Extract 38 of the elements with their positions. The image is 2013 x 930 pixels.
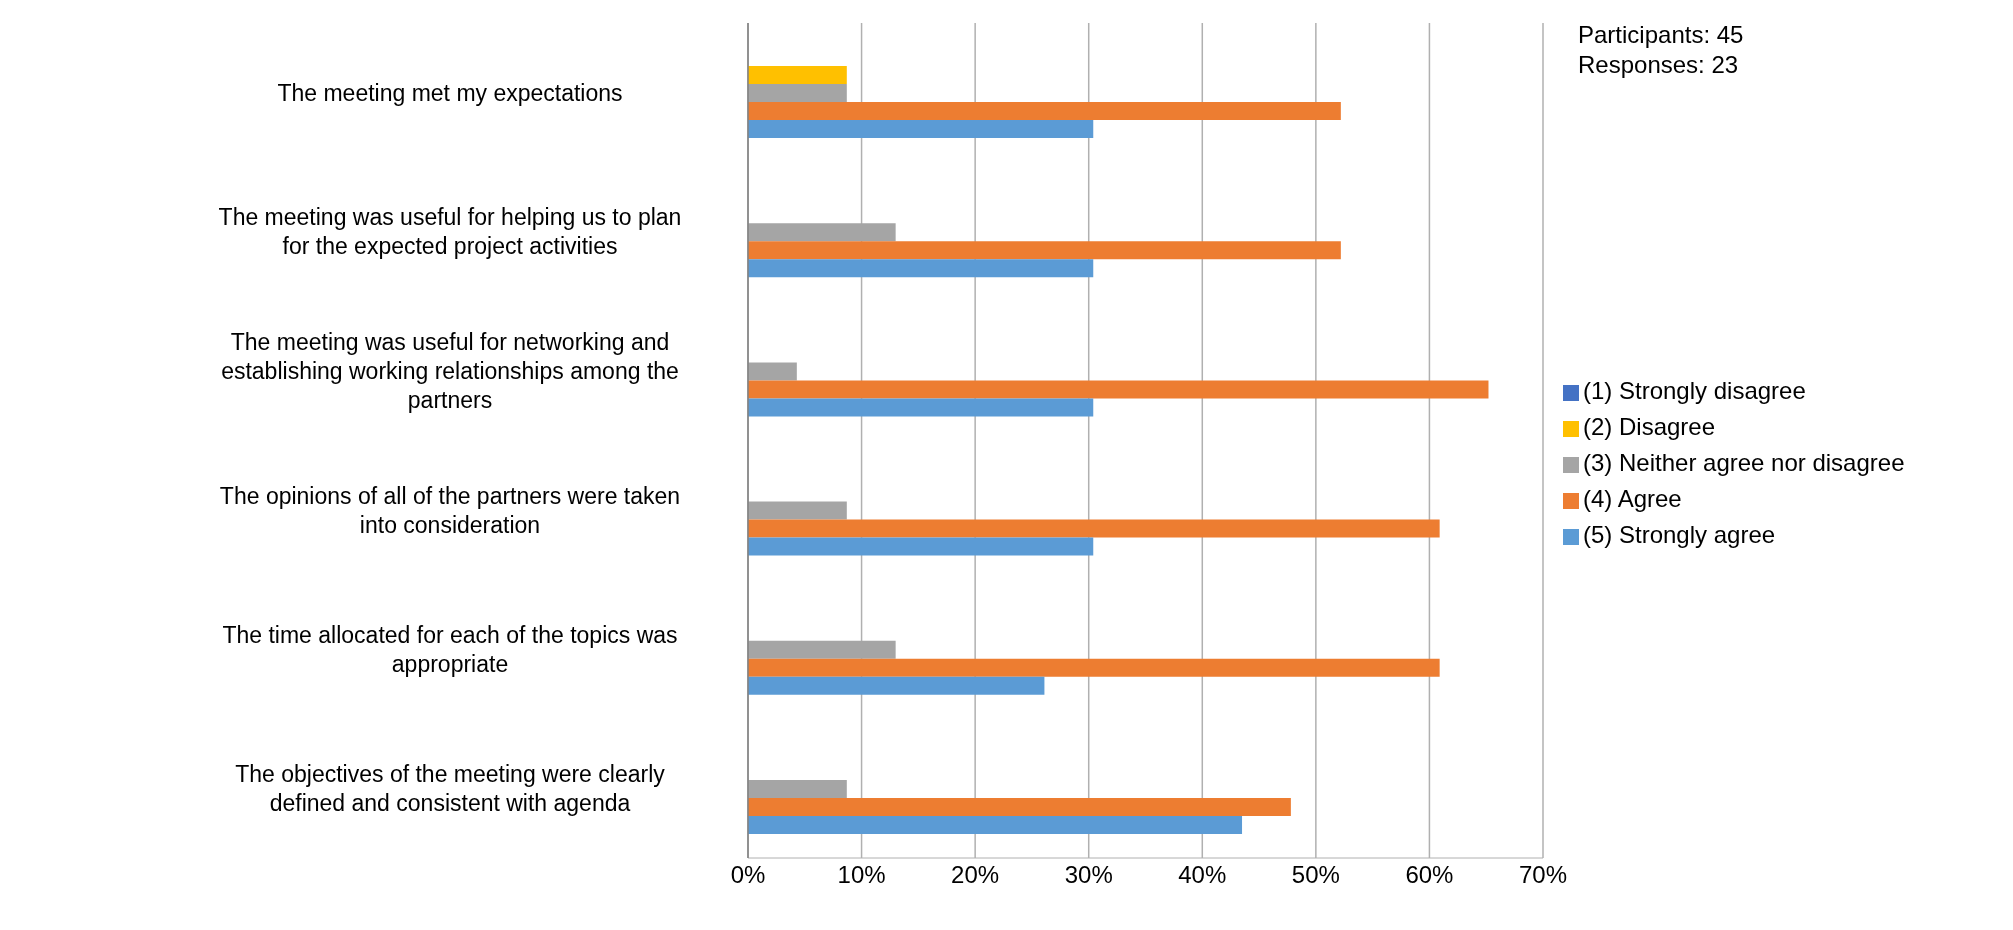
- x-tick-label: 20%: [951, 861, 1000, 889]
- legend-label: (5) Strongly agree: [1583, 521, 1776, 548]
- bar: [748, 501, 847, 520]
- y-tick-label: The meeting was useful for networking and establishing working relationships among the partners: [221, 328, 679, 413]
- y-tick-label: The time allocated for each of the topics was appropriate: [222, 621, 678, 677]
- bar: [748, 241, 1341, 260]
- y-tick-label: The meeting met my expectations: [277, 79, 623, 106]
- bar: [748, 102, 1341, 121]
- y-tick-label: The meeting was useful for helping us to plan for the expected project activities: [218, 204, 682, 260]
- x-tick-label: 30%: [1064, 861, 1113, 889]
- x-tick-label: 50%: [1291, 861, 1340, 889]
- bar: [748, 676, 1045, 695]
- bar: [748, 84, 847, 103]
- text: Participants: 45: [1578, 20, 1744, 50]
- text: Responses: 23: [1578, 50, 1740, 80]
- bar: [748, 537, 1094, 556]
- bar: [748, 259, 1094, 278]
- bar: [748, 519, 1440, 538]
- y-tick-label: The opinions of all of the partners were taken into consideration: [219, 482, 681, 538]
- bar: [748, 398, 1094, 417]
- legend-label: (4) Agree: [1583, 485, 1682, 512]
- bar: [748, 658, 1440, 677]
- x-tick-label: 40%: [1178, 861, 1227, 889]
- bar: [748, 380, 1489, 399]
- legend-label: (3) Neither agree nor disagree: [1583, 449, 1905, 476]
- bar: [748, 797, 1291, 816]
- bar: [748, 362, 797, 381]
- y-tick-label: The objectives of the meeting were clearly defined and consistent with agenda: [235, 760, 666, 816]
- bar: [748, 779, 847, 798]
- bar: [748, 66, 847, 85]
- bar: [748, 120, 1094, 139]
- legend-label: (2) Disagree: [1583, 413, 1716, 440]
- x-tick-label: 60%: [1405, 861, 1454, 889]
- legend-label: (1) Strongly disagree: [1583, 377, 1806, 404]
- bar: [748, 815, 1243, 834]
- x-tick-label: 10%: [837, 861, 886, 889]
- x-tick-label: 70%: [1518, 861, 1568, 889]
- x-tick-label: 0%: [730, 861, 766, 889]
